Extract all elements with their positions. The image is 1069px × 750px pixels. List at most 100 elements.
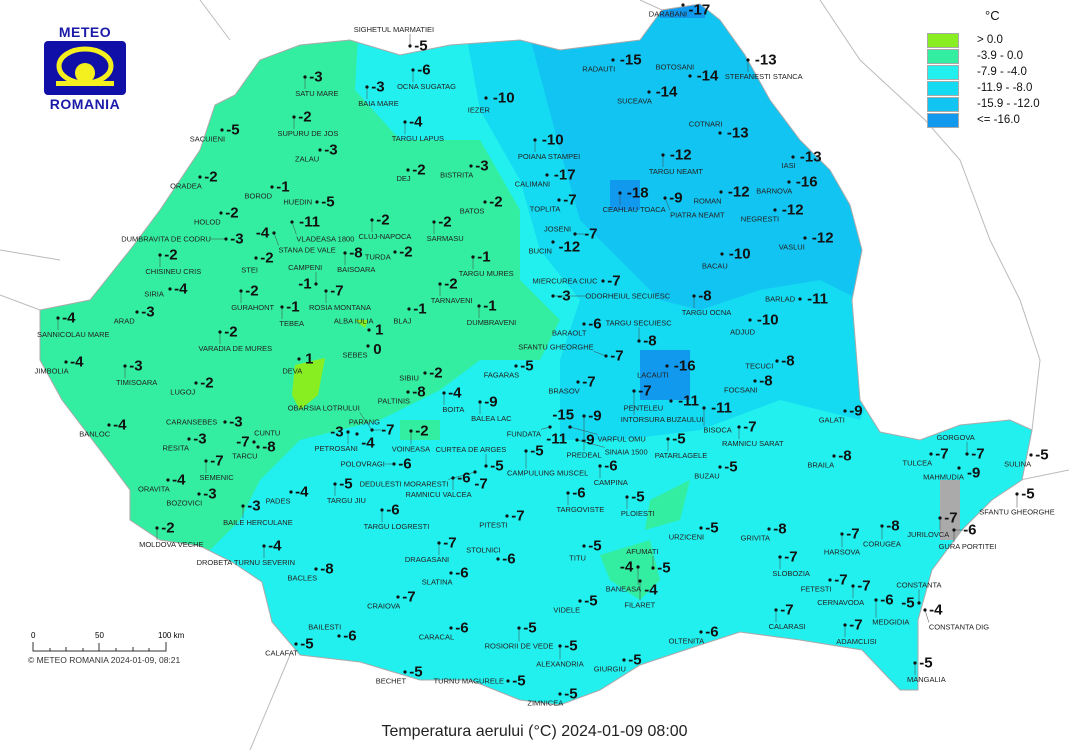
station-value: -7 (236, 434, 249, 451)
station-name: DARABANI (649, 10, 687, 19)
station-value: -5 (530, 443, 543, 460)
station-dot (197, 492, 201, 496)
station-value: -3 (193, 431, 206, 448)
station: -7 HARSOVA (824, 526, 860, 557)
station-dot (254, 256, 258, 260)
station-name: BLAJ (393, 317, 411, 326)
station-name: CALAFAT (265, 649, 298, 658)
station-name: TARGU LOGRESTI (364, 522, 430, 531)
station-value: -11 (807, 291, 828, 308)
station: -8 TARCU (232, 439, 275, 461)
station-value: -5 (321, 194, 334, 211)
station-value: -5 (724, 459, 737, 476)
station-value: -8 (349, 245, 362, 262)
station: -1 DUMBRAVENI (467, 298, 516, 328)
station-value: -6 (588, 316, 601, 333)
station-name: TARNAVENI (431, 296, 473, 305)
station-name: JOSENI (544, 225, 571, 234)
station-name: GURAHONT (231, 303, 274, 312)
station: -3 SATU MARE (295, 69, 338, 99)
legend-item: -3.9 - 0.0 (927, 48, 1023, 64)
station-value: -16 (796, 174, 818, 191)
legend-swatch (927, 96, 959, 112)
station-value: -5 (226, 122, 239, 139)
station-value: -8 (781, 353, 794, 370)
station: -7 PITESTI (479, 508, 524, 530)
station-value: -6 (343, 628, 356, 645)
station-name: JIMBOLIA (35, 367, 69, 376)
station: -8 BAISOARA (337, 245, 375, 275)
station-dot (473, 470, 477, 474)
station-dot (638, 579, 642, 583)
station-dot (719, 190, 723, 194)
station-dot (582, 544, 586, 548)
station-dot (166, 478, 170, 482)
station-dot (442, 391, 446, 395)
station-dot (393, 250, 397, 254)
station-value: -11 (299, 214, 320, 231)
station-dot (737, 425, 741, 429)
station-value: -6 (386, 502, 399, 519)
station-dot (965, 452, 969, 456)
legend-label: <= -16.0 (977, 114, 1020, 126)
station-value: -6 (604, 458, 617, 475)
station-name: CURTEA DE ARGES (436, 445, 507, 454)
station-value: -12 (812, 230, 834, 247)
station-name: TARGU MURES (459, 269, 514, 278)
station: -11 FUNDATA (507, 425, 567, 448)
station-dot (471, 255, 475, 259)
station-value: -2 (200, 375, 213, 392)
station-name: SUCEAVA (617, 97, 652, 106)
station-value: -2 (164, 247, 177, 264)
station-name: CAMPULUNG MUSCEL (507, 469, 588, 478)
station-dot (803, 236, 807, 240)
station-dot (843, 409, 847, 413)
station: -4 PARANG (349, 418, 380, 452)
station-dot (688, 74, 692, 78)
station-value: -5 (1035, 447, 1048, 464)
station-name: BANEASA (606, 585, 641, 594)
station-dot (840, 532, 844, 536)
station-name: URZICENI (669, 533, 704, 542)
station-value: -7 (330, 283, 343, 300)
station-value: -17 (554, 167, 576, 184)
station: -3 BAILE HERCULANE (223, 498, 293, 528)
station-dot (618, 191, 622, 195)
station-name: CAMPENI (288, 263, 322, 272)
station-dot (601, 279, 605, 283)
station: -3 PETROSANI (315, 424, 358, 454)
station-dot (314, 567, 318, 571)
station: -9 SINAIA 1500 (575, 432, 648, 456)
station-name: VASLUI (779, 243, 805, 252)
station-dot (223, 420, 227, 424)
station-dot (548, 425, 552, 429)
station-dot (665, 364, 669, 368)
station: -7 DRAGASANI (405, 535, 457, 565)
station-value: -3 (371, 79, 384, 96)
station-name: SFANTU GHEORGHE (518, 342, 593, 351)
station: -2 MOLDOVA VECHE (139, 520, 203, 550)
station-value: -2 (225, 205, 238, 222)
station-dot (64, 360, 68, 364)
station-value: -11 (711, 400, 732, 417)
station-dot (219, 211, 223, 215)
station-value: -4 (256, 225, 270, 242)
station-dot (423, 371, 427, 375)
station-value: -7 (971, 446, 984, 463)
station-name: SLATINA (422, 578, 453, 587)
station-name: PALTINIS (378, 397, 410, 406)
station-dot (380, 508, 384, 512)
station-name: PADES (266, 497, 291, 506)
station-value: -5 (490, 458, 503, 475)
station: -4 BOITA (442, 385, 464, 414)
station-name: BOTOSANI (656, 62, 695, 71)
